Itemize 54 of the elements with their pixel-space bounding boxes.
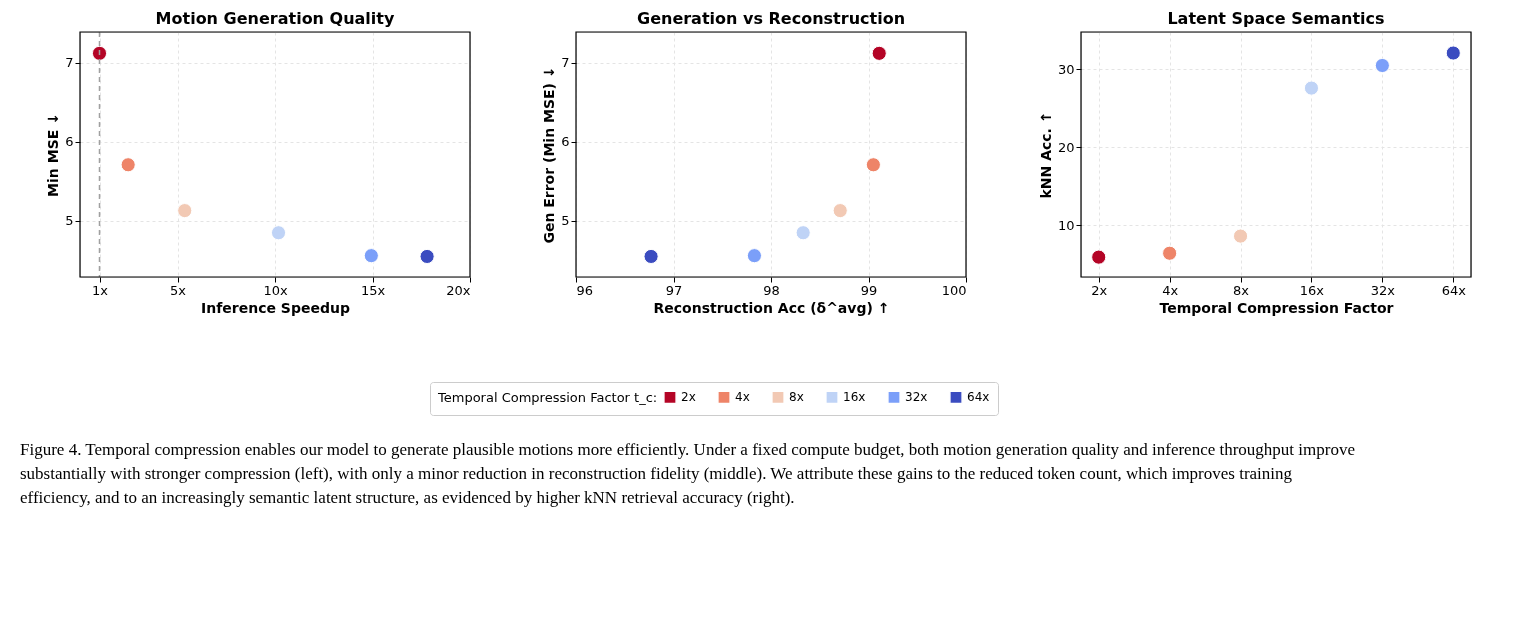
point	[1162, 245, 1178, 261]
chart-title: Latent Space Semantics	[1167, 9, 1385, 29]
x-tick-label: 32x	[1370, 282, 1396, 298]
chart-title: Generation vs Reconstruction	[636, 9, 906, 29]
y-tick-label: 6	[561, 134, 570, 150]
y-axis-title: Gen Error (Min MSE) ↓	[541, 66, 558, 244]
x-tick-label: 5x	[170, 282, 187, 298]
caption: Figure 4. Temporal compression enables our model to generate plausible motions more efficiently. Under a fixed compute budget, both motion generation quality and inference throughput improve substantially with stronger compression (left), with only a minor reduction in reconstruction fidelity (middle). We attribute these gains to the reduced token count, which improves training efficiency, and to an increasingly semantic latent structure, as evidenced by higher kNN retrieval accuracy (right).	[20, 440, 1355, 507]
legend-label: 4x	[735, 390, 750, 405]
y-tick-label: 30	[1057, 61, 1075, 77]
point	[1303, 80, 1320, 96]
point	[120, 157, 136, 173]
y-tick-label: 5	[561, 213, 570, 229]
x-tick-label: 64x	[1441, 282, 1467, 298]
x-tick-label: 97	[665, 282, 683, 298]
x-tick-label: 8x	[1233, 282, 1250, 298]
point	[1091, 249, 1107, 265]
x-axis-title: Inference Speedup	[201, 299, 350, 316]
y-tick-label: 7	[65, 55, 74, 71]
legend-label: 64x	[967, 390, 990, 405]
x-tick-label: 99	[860, 282, 878, 298]
point	[270, 225, 287, 241]
point	[363, 248, 379, 264]
point	[419, 248, 435, 265]
x-axis-title: Temporal Compression Factor	[1159, 299, 1394, 316]
y-tick-label: 5	[65, 213, 74, 229]
y-tick-label: 20	[1057, 139, 1075, 155]
point	[177, 203, 193, 219]
y-axis-title: Min MSE ↓	[45, 113, 62, 197]
y-tick-label: 6	[65, 134, 74, 150]
x-tick-label: 4x	[1162, 282, 1179, 298]
x-tick-label: 98	[763, 282, 780, 298]
y-tick-label: 7	[561, 55, 570, 71]
x-tick-label: 2x	[1091, 282, 1108, 298]
x-tick-label: 10x	[263, 282, 288, 298]
y-tick-label: 10	[1057, 217, 1075, 233]
x-tick-label: 20x	[446, 282, 471, 298]
point	[1374, 57, 1390, 74]
chart-title: Motion Generation Quality	[155, 9, 395, 29]
x-tick-label: 1x	[92, 282, 109, 298]
x-axis-title: Reconstruction Acc (δ^avg) ↑	[653, 299, 890, 316]
x-tick-label: 15x	[360, 282, 386, 298]
y-axis-title: kNN Acc. ↑	[1037, 111, 1054, 199]
point	[91, 45, 108, 61]
legend-label: 32x	[905, 390, 928, 405]
legend-title: Temporal Compression Factor t_c:	[437, 390, 658, 405]
x-tick-label: 16x	[1299, 282, 1325, 298]
legend-label: 8x	[789, 390, 804, 405]
x-tick-label: 100	[941, 282, 967, 298]
x-tick-label: 96	[576, 282, 594, 298]
legend-label: 16x	[843, 390, 866, 405]
point	[1232, 228, 1249, 244]
point	[1445, 45, 1461, 61]
legend-label: 2x	[681, 390, 696, 405]
